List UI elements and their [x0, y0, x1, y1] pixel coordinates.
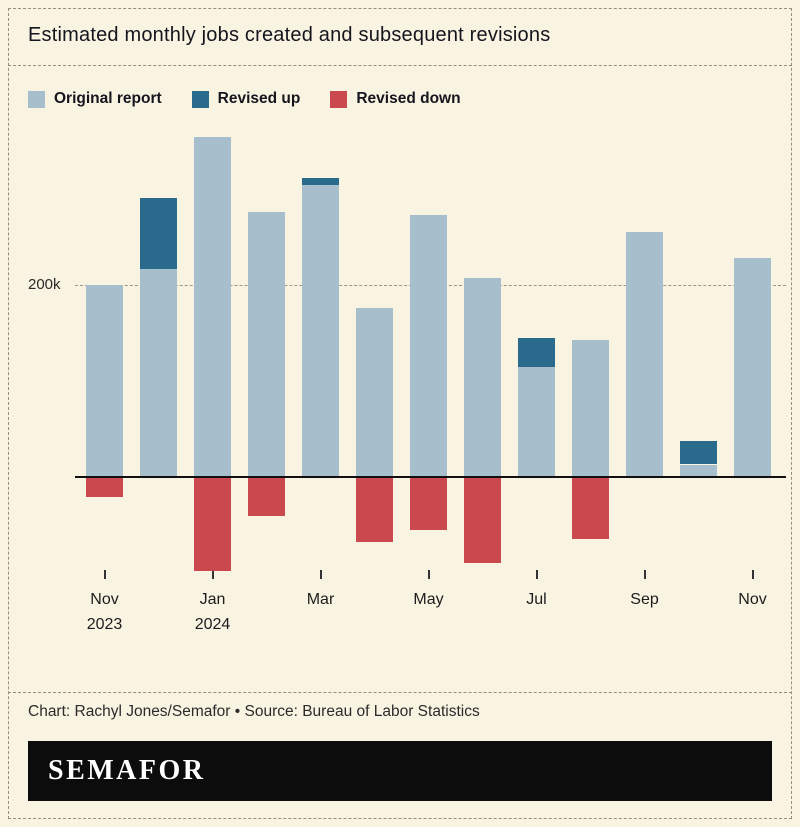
chart-title: Estimated monthly jobs created and subse…: [28, 24, 551, 46]
bar-chart-plot-area: 200k Nov 2023 Jan 2024 Mar May Jul Sep Nov: [20, 110, 786, 655]
x-axis-line: [75, 476, 786, 478]
bar-original-8: [518, 366, 555, 476]
legend-item-revised-up: Revised up: [191, 90, 301, 108]
bar-revised-down-7: [464, 478, 501, 563]
bar-revised-up-8: [518, 337, 555, 367]
credit-line: Chart: Rachyl Jones/Semafor • Source: Bu…: [28, 703, 480, 720]
legend-item-revised-down: Revised down: [330, 90, 461, 108]
bar-revised-down-5: [356, 478, 393, 543]
x-axis-tick: [319, 570, 322, 579]
footer-divider: [8, 692, 792, 693]
bar-revised-up-4: [302, 178, 339, 186]
x-axis-tick: [751, 570, 754, 579]
legend-swatch-revised-up: [191, 90, 209, 108]
bar-revised-down-9: [572, 478, 609, 540]
bar-revised-up-11: [680, 441, 717, 465]
x-axis-label: Nov 2023: [86, 591, 123, 633]
x-axis-tick: [211, 570, 214, 579]
bar-revised-down-2: [194, 478, 231, 572]
legend-swatch-revised-down: [330, 90, 348, 108]
bar-original-5: [356, 308, 393, 476]
semafor-logo: SEMAFOR: [48, 755, 206, 786]
x-axis-label: May: [413, 591, 444, 608]
legend-label-revised-up: Revised up: [217, 90, 301, 107]
legend-item-original: Original report: [28, 90, 162, 108]
y-gridline-label: 200k: [28, 276, 61, 293]
bar-original-0: [86, 285, 123, 476]
x-axis-label: Mar: [306, 591, 335, 608]
bar-original-12: [734, 258, 771, 476]
bar-original-7: [464, 278, 501, 476]
semafor-logo-bar: SEMAFOR: [28, 741, 772, 801]
x-axis-label: Sep: [630, 591, 659, 608]
bar-revised-down-3: [248, 478, 285, 517]
x-axis-label: Nov: [738, 591, 767, 608]
x-axis-tick: [103, 570, 106, 579]
bar-original-2: [194, 137, 231, 476]
x-axis-label: Jul: [526, 591, 547, 608]
bar-original-3: [248, 212, 285, 476]
bar-revised-down-0: [86, 478, 123, 498]
bar-revised-down-6: [410, 478, 447, 530]
bar-original-11: [680, 464, 717, 476]
legend-label-revised-down: Revised down: [356, 90, 461, 107]
x-axis-tick: [643, 570, 646, 579]
bar-original-10: [626, 232, 663, 476]
bar-original-4: [302, 185, 339, 476]
x-axis-tick: [535, 570, 538, 579]
chart-legend: Original report Revised up Revised down: [28, 90, 461, 108]
title-divider: [8, 65, 792, 66]
legend-label-original: Original report: [54, 90, 162, 107]
x-axis-label: Jan 2024: [194, 591, 231, 633]
bar-original-9: [572, 339, 609, 476]
legend-swatch-original: [28, 90, 45, 108]
x-axis-tick: [427, 570, 430, 579]
bar-revised-up-1: [140, 197, 177, 269]
bar-original-1: [140, 268, 177, 476]
bar-original-6: [410, 214, 447, 476]
